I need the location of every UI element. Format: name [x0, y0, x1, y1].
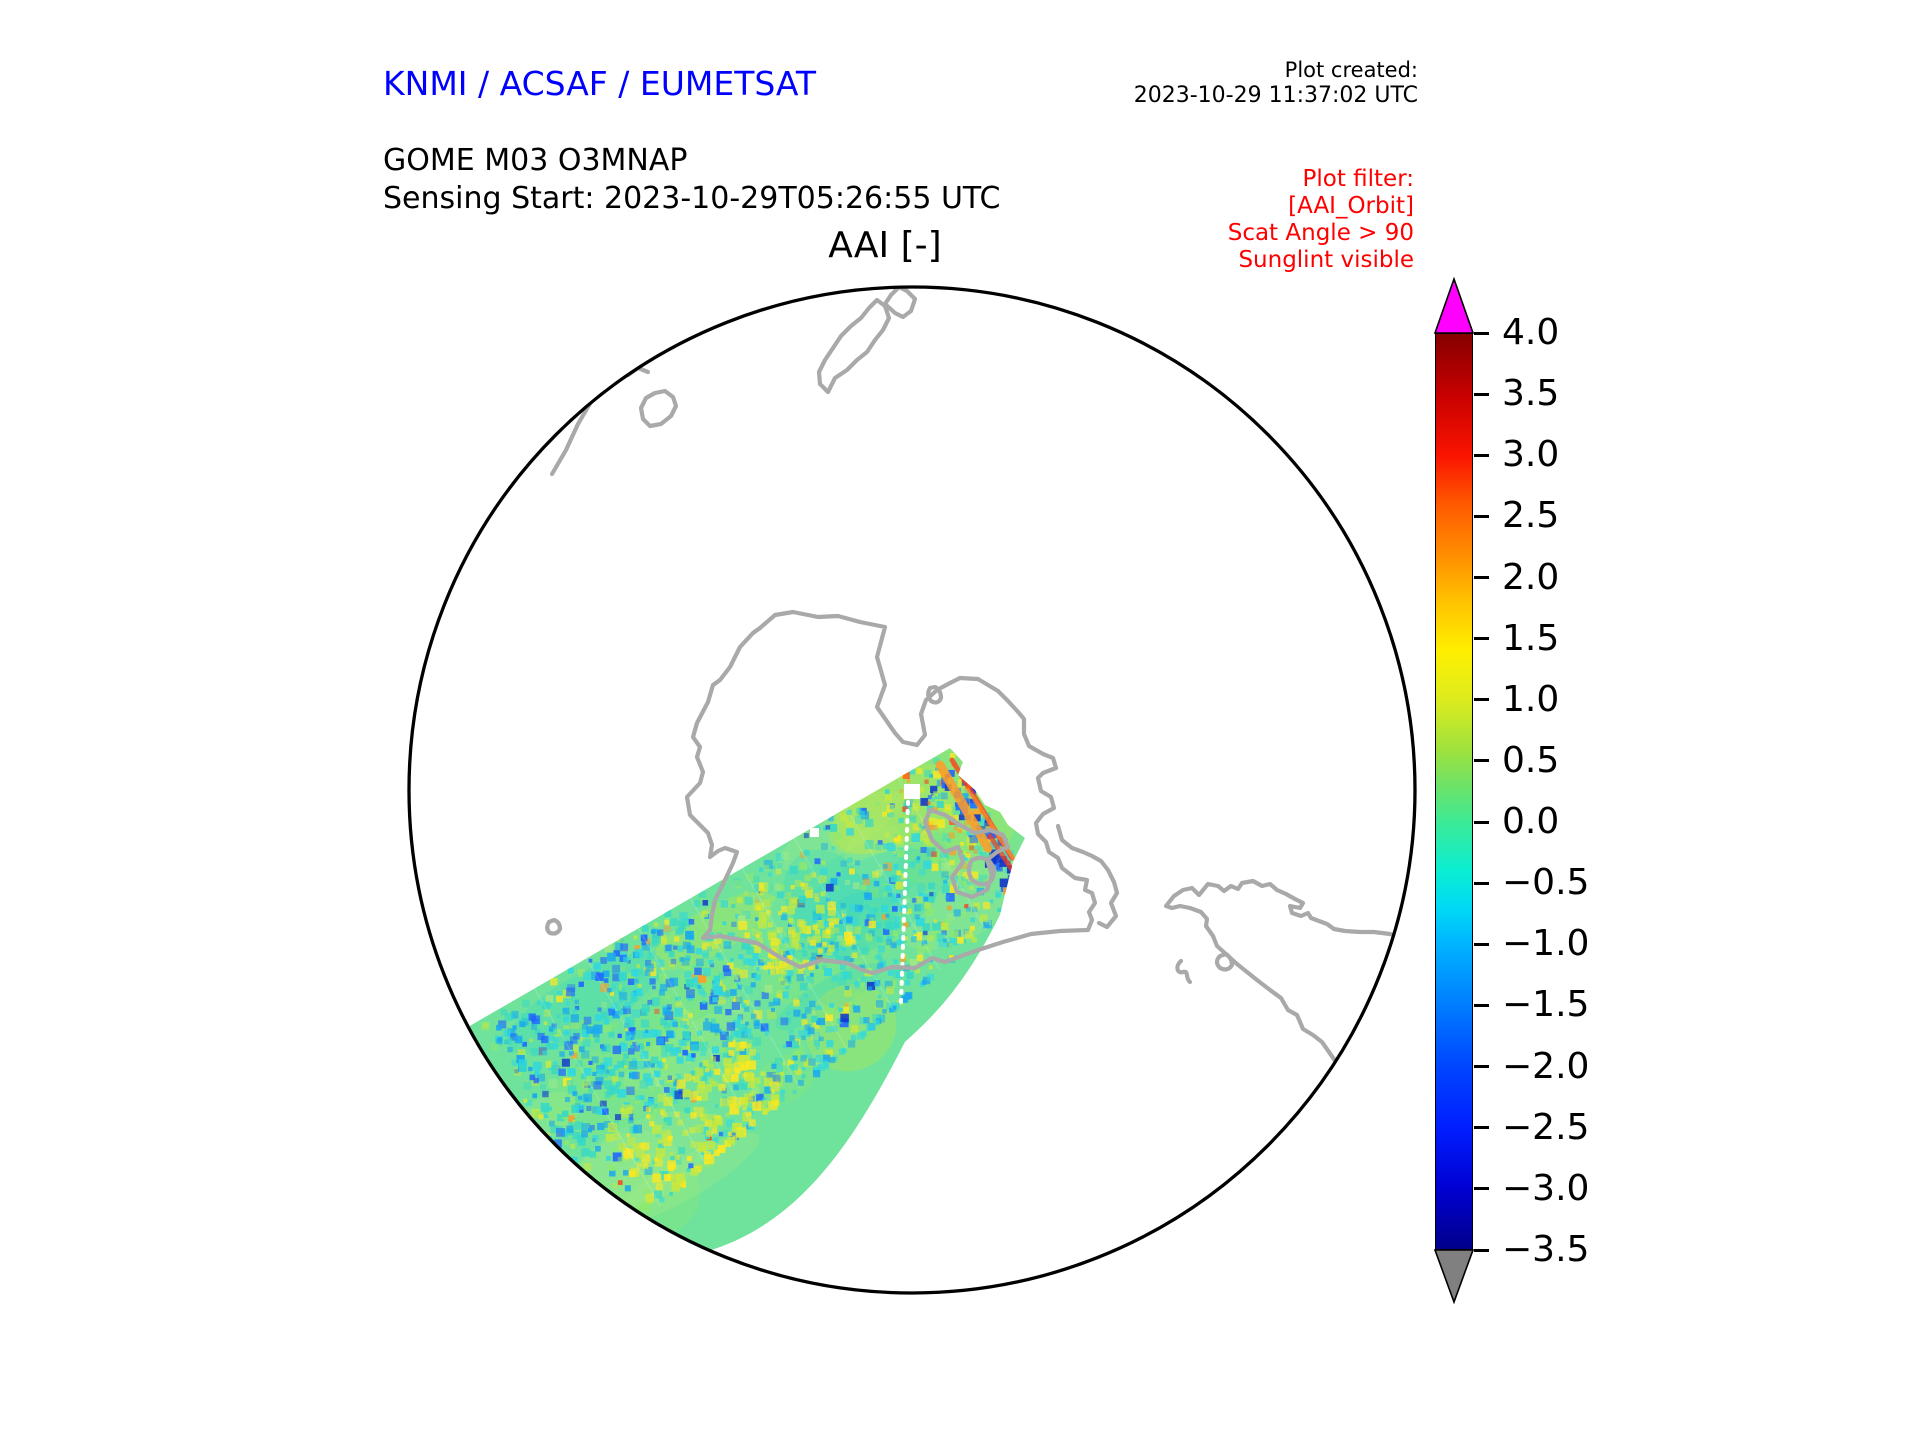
coastline-path	[816, 297, 892, 395]
coastline-path	[882, 287, 918, 320]
page-title: KNMI / ACSAF / EUMETSAT	[383, 64, 817, 103]
colorbar-tick	[1474, 942, 1489, 946]
colorbar-tick-label: 0.5	[1502, 739, 1560, 781]
plot-filter-line: Scat Angle > 90	[1227, 220, 1414, 246]
coastline-path	[966, 855, 996, 887]
colorbar-tick	[1474, 576, 1489, 580]
coastline-path	[549, 365, 651, 477]
coastline-path	[545, 917, 563, 936]
coastline-path	[1055, 823, 1120, 930]
colorbar-tick	[1474, 514, 1489, 518]
sensing-start-text: Sensing Start: 2023-10-29T05:26:55 UTC	[383, 181, 1001, 216]
colorbar-tick	[1474, 1003, 1489, 1007]
colorbar-tick-label: −2.5	[1502, 1106, 1590, 1148]
map-boundary-circle	[407, 285, 1417, 1295]
colorbar-tick	[1474, 881, 1489, 885]
satellite-swath	[420, 748, 1025, 1293]
plot-created-block: Plot created: 2023-10-29 11:37:02 UTC	[1134, 58, 1418, 109]
colorbar-tick	[1474, 392, 1489, 396]
colorbar-tick	[1474, 698, 1489, 702]
colorbar-tick	[1474, 453, 1489, 457]
plot-filter-line: [AAI_Orbit]	[1288, 193, 1414, 219]
swath-overlays	[810, 784, 920, 1005]
colorbar-tick-label: 2.0	[1502, 556, 1560, 598]
colorbar-tick-label: −2.0	[1502, 1045, 1590, 1087]
colorbar-tick-label: 3.0	[1502, 434, 1560, 476]
colorbar-tick-label: 3.5	[1502, 373, 1560, 415]
product-name: GOME M03 O3MNAP	[383, 143, 688, 178]
colorbar-tick	[1474, 637, 1489, 641]
colorbar-gradient	[1435, 333, 1473, 1250]
colorbar-tick	[1474, 1187, 1489, 1191]
swath-track-dotted-line	[899, 800, 910, 1005]
plot-created-label: Plot created:	[1284, 58, 1418, 82]
colorbar-tick-label: −1.5	[1502, 984, 1590, 1026]
colorbar-tick	[1474, 1126, 1489, 1130]
coastline-path	[1214, 951, 1235, 972]
plot-filter-label: Plot filter:	[1302, 166, 1414, 192]
plot-filter-block: Plot filter: [AAI_Orbit] Scat Angle > 90…	[1228, 166, 1414, 274]
colorbar-tick-label: 0.0	[1502, 801, 1560, 843]
coastline-path	[1175, 958, 1193, 985]
plot-created-timestamp: 2023-10-29 11:37:02 UTC	[1133, 83, 1418, 108]
coastline-path	[1163, 878, 1408, 1078]
colorbar-tick-label: −1.0	[1502, 923, 1590, 965]
coastline-path	[926, 684, 944, 705]
colorbar-tick-label: 1.0	[1502, 678, 1560, 720]
colorbar-under-arrow	[1433, 1249, 1475, 1305]
colorbar-tick-label: 2.5	[1502, 495, 1560, 537]
colorbar-tick-label: −3.0	[1502, 1167, 1590, 1209]
colorbar-over-arrow	[1433, 277, 1475, 334]
colorbar-tick	[1474, 1248, 1489, 1252]
colorbar-tick-label: 4.0	[1502, 312, 1560, 353]
colorbar-tick	[1474, 1065, 1489, 1069]
coastline-path	[684, 609, 1098, 976]
plot-filter-line: Sunglint visible	[1238, 247, 1414, 273]
coastline-path	[638, 388, 679, 429]
colorbar-tick-label: 1.5	[1502, 617, 1560, 659]
colorbar-tick-label: −3.5	[1502, 1229, 1590, 1270]
colorbar-tick	[1474, 820, 1489, 824]
colorbar-tick-label: −0.5	[1502, 862, 1590, 904]
colorbar-tick	[1474, 759, 1489, 763]
colorbar-tick	[1474, 331, 1489, 335]
map-variable-title: AAI [-]	[828, 225, 942, 266]
